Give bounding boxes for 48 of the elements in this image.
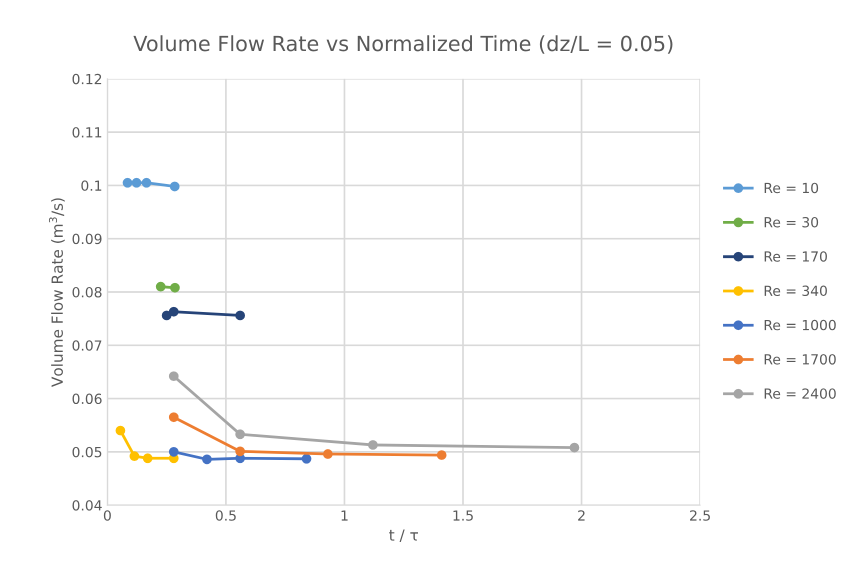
point [570,442,580,452]
point [170,182,180,192]
legend-label: Re = 1700 [764,354,836,365]
x-tick-label: 1.5 [453,510,473,521]
y-tick-label: 0.06 [72,394,102,404]
y-axis-title: Volume Flow Rate (m$^{3}$/s) [48,198,65,387]
x-tick-label: 2 [578,510,585,521]
legend-label: Re = 170 [764,251,827,262]
point [130,451,140,461]
y-tick-label: 0.12 [72,74,102,84]
legend-label: Re = 10 [764,182,818,194]
point [302,454,312,464]
chart-title: Volume Flow Rate vs Normalized Time (dz/L = 0.05) [133,35,672,54]
point [235,446,246,456]
point [323,449,333,459]
y-tick-label: 0.05 [72,446,102,458]
legend-label: Re = 30 [764,216,818,228]
y-tick-label: 0.08 [72,286,102,298]
point [142,178,152,188]
legend-label: Re = 2400 [764,388,836,399]
point [235,310,246,320]
x-tick-label: 2.5 [690,510,710,521]
point [436,450,447,460]
point [168,447,179,457]
y-tick-label: 0.09 [72,234,102,244]
x-tick-label: 0.5 [216,510,236,521]
point [162,310,172,320]
x-tick-label: 0 [104,510,111,521]
point [142,453,153,464]
point [170,282,180,293]
point [132,178,142,188]
x-axis-title: t / τ [389,529,418,542]
point [368,440,378,450]
y-tick-label: 0.11 [72,127,102,138]
point [168,412,179,422]
point [168,306,179,317]
x-tick-label: 1 [342,510,348,521]
y-tick-label: 0.04 [72,500,102,511]
point [168,371,179,382]
y-tick-label: 0.07 [72,340,102,351]
y-tick-label: 0.1 [81,180,102,191]
point [122,178,132,188]
point [156,282,166,292]
point [235,429,246,440]
point [202,454,212,464]
point [116,426,126,436]
legend-label: Re = 340 [764,286,827,296]
legend-label: Re = 1000 [764,320,836,330]
